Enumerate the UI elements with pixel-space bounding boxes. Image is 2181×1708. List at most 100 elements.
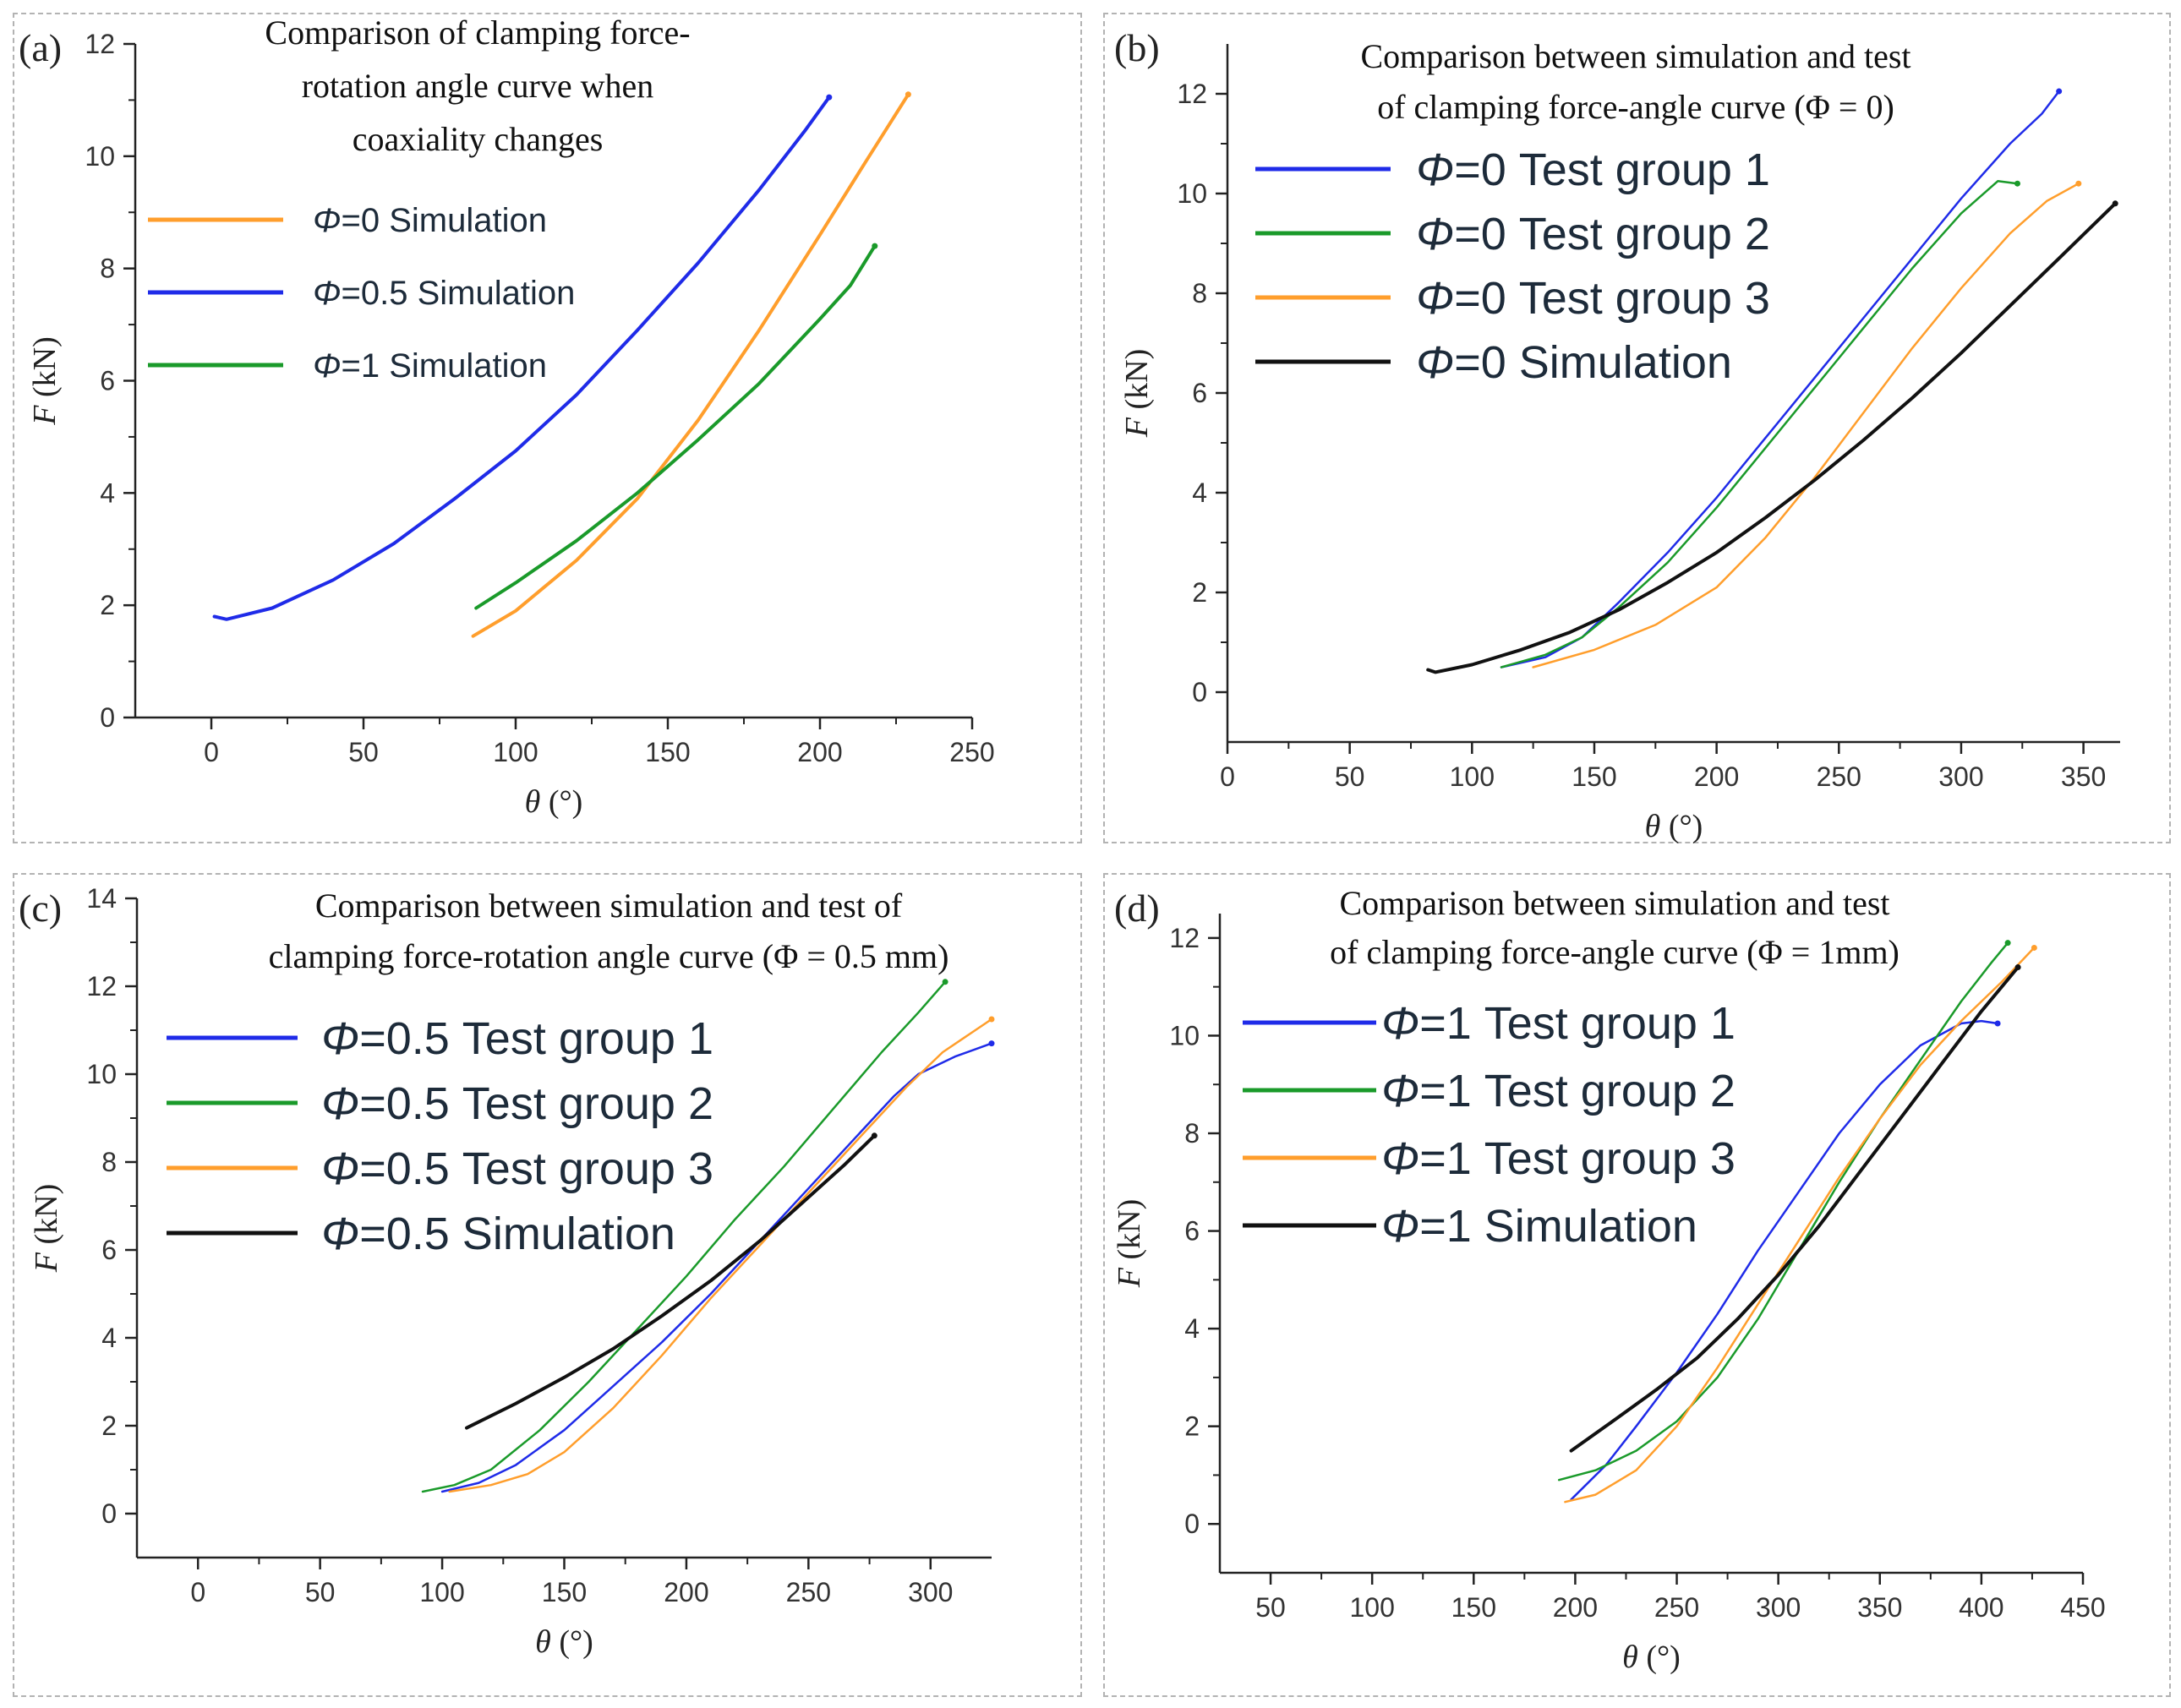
legend-label: Φ=0 Test group 3: [1416, 273, 1770, 324]
x-axis-symbol: θ: [535, 1624, 551, 1660]
y-axis-title: F (kN): [1119, 349, 1155, 438]
x-tick-label: 0: [204, 737, 219, 767]
y-axis-unit: (kN): [1112, 1199, 1147, 1268]
x-tick-label: 50: [1255, 1592, 1286, 1623]
legend-text-part: =0.5 Test group 1: [359, 1013, 713, 1064]
legend-text-part: =0.5 Simulation: [359, 1209, 675, 1259]
y-tick-label: 12: [1169, 923, 1200, 953]
series-end-point: [826, 94, 833, 101]
x-axis-title: θ (°): [535, 1624, 593, 1660]
legend-phi: Φ: [321, 1209, 359, 1259]
legend-phi: Φ: [1381, 1201, 1419, 1252]
chart-title-line: Comparison of clamping force-: [265, 14, 690, 52]
x-tick-label: 250: [949, 737, 994, 767]
x-axis-symbol: θ: [1645, 809, 1661, 844]
x-tick-label: 50: [305, 1577, 336, 1607]
y-tick-label: 12: [1177, 79, 1207, 109]
y-axis-unit: (kN): [29, 1184, 64, 1252]
y-tick-label: 4: [101, 1323, 117, 1353]
chart-title-line: clamping force-rotation angle curve (Φ =…: [269, 937, 949, 975]
y-tick-label: 4: [1184, 1313, 1200, 1344]
x-tick-label: 250: [786, 1577, 831, 1607]
series-end-point: [872, 243, 878, 249]
x-tick-label: 150: [1451, 1592, 1496, 1623]
legend-phi: Φ: [313, 347, 341, 385]
x-tick-label: 100: [1450, 761, 1495, 792]
x-axis-unit: (°): [1660, 809, 1703, 844]
series-end-point: [1994, 1020, 2001, 1027]
x-tick-label: 200: [1694, 761, 1739, 792]
series-line: [1570, 1019, 1999, 1501]
legend-label: Φ=0 Simulation: [1416, 337, 1732, 388]
y-tick-label: 10: [85, 141, 115, 172]
x-tick-label: 0: [1220, 761, 1235, 792]
y-tick-label: 4: [100, 477, 115, 508]
legend-text-part: =0 Test group 2: [1454, 209, 1770, 259]
panel-d: [1103, 873, 2171, 1697]
series-line: [440, 1042, 993, 1493]
y-axis-title: F (kN): [1112, 1199, 1147, 1288]
y-tick-label: 6: [1192, 378, 1207, 408]
y-tick-label: 0: [1184, 1509, 1200, 1539]
legend-text-part: =0 Test group 1: [1454, 145, 1770, 195]
y-tick-label: 14: [86, 883, 117, 914]
y-tick-label: 2: [1184, 1411, 1200, 1442]
legend-phi: Φ: [321, 1013, 359, 1064]
x-axis-unit: (°): [540, 784, 582, 820]
series-line: [212, 95, 831, 621]
series-line: [1569, 965, 2020, 1453]
series-end-point: [2075, 180, 2082, 187]
x-tick-label: 50: [348, 737, 379, 767]
series-end-point: [905, 91, 911, 98]
y-tick-label: 10: [1169, 1020, 1200, 1050]
y-tick-label: 4: [1192, 477, 1207, 508]
legend-label: Φ=0 Test group 2: [1416, 209, 1770, 259]
series-end-point: [988, 1016, 995, 1023]
x-axis-symbol: θ: [525, 784, 541, 820]
y-tick-label: 6: [100, 366, 115, 396]
x-tick-label: 300: [1938, 761, 1983, 792]
y-tick-label: 8: [100, 254, 115, 284]
x-axis-unit: (°): [1638, 1640, 1681, 1675]
x-tick-label: 200: [797, 737, 842, 767]
legend-phi: Φ: [1381, 1066, 1419, 1116]
legend-phi: Φ: [1381, 998, 1419, 1049]
series-end-point: [988, 1040, 995, 1047]
series-line: [421, 980, 947, 1493]
y-tick-label: 8: [1184, 1118, 1200, 1149]
y-axis-symbol: F: [27, 405, 63, 426]
legend-text-part: =0.5 Simulation: [341, 275, 575, 312]
series-line: [474, 244, 877, 610]
series-end-point: [2014, 964, 2021, 971]
legend-phi: Φ: [1416, 273, 1454, 324]
legend-label: Φ=0.5 Test group 1: [321, 1013, 713, 1064]
chart-3: 0 2 4 6 8 10 12 50 100 150 200 250 300 350 400 450 θ (°)…: [1112, 884, 2106, 1675]
y-tick-label: 6: [101, 1235, 117, 1265]
legend-text-part: =0 Simulation: [341, 202, 546, 239]
y-axis-symbol: F: [1112, 1267, 1147, 1288]
chart-0: 0 2 4 6 8 10 12 0 50 100 150 200 250 θ (°) F (kN) (a) Co…: [19, 14, 995, 820]
y-axis-unit: (kN): [27, 336, 63, 405]
panel-c: [13, 873, 1082, 1697]
legend-phi: Φ: [321, 1078, 359, 1129]
series-end-point: [942, 979, 948, 985]
legend-phi: Φ: [1381, 1133, 1419, 1184]
legend-text-part: =1 Test group 3: [1419, 1133, 1736, 1184]
y-tick-label: 10: [86, 1059, 117, 1089]
y-tick-label: 12: [85, 29, 115, 59]
x-tick-label: 250: [1654, 1592, 1699, 1623]
panel-label: (a): [19, 26, 62, 69]
panel-label: (d): [1114, 887, 1160, 930]
chart-title-line: rotation angle curve when: [302, 67, 654, 105]
x-tick-label: 100: [1349, 1592, 1394, 1623]
chart-title-line: of clamping force-angle curve (Φ = 1mm): [1330, 933, 1899, 971]
series-end-point: [2031, 944, 2037, 951]
legend-phi: Φ: [1416, 145, 1454, 195]
y-axis-unit: (kN): [1119, 349, 1155, 417]
chart-title-line: coaxiality changes: [353, 120, 604, 158]
x-axis-title: θ (°): [1645, 809, 1703, 844]
legend-phi: Φ: [1416, 337, 1454, 388]
panel-label: (b): [1114, 26, 1160, 69]
legend-label: Φ=1 Test group 2: [1381, 1066, 1736, 1116]
